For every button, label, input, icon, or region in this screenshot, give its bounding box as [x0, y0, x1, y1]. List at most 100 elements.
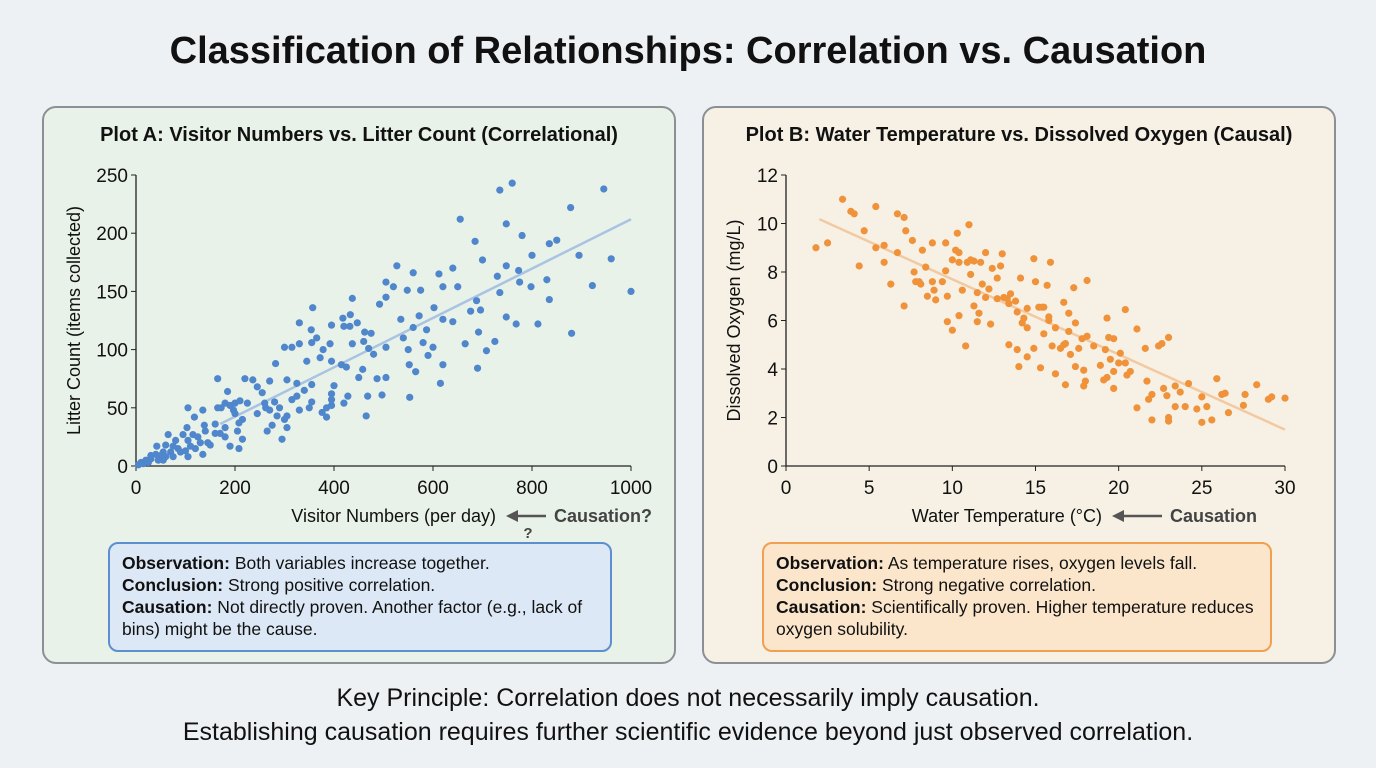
data-point — [965, 221, 973, 229]
data-point — [962, 342, 970, 350]
data-point — [1051, 370, 1060, 378]
data-point — [1110, 384, 1118, 392]
data-point — [900, 302, 908, 310]
data-point — [1013, 308, 1021, 316]
data-point — [1224, 409, 1233, 417]
observation-text: Both variables increase together. — [229, 553, 490, 573]
data-point — [953, 229, 961, 237]
data-point — [1133, 325, 1141, 333]
data-point — [211, 420, 219, 428]
data-point — [1016, 274, 1025, 282]
conclusion-label: Conclusion: — [776, 575, 878, 595]
data-point — [1065, 309, 1073, 317]
data-point — [393, 262, 401, 270]
data-point — [942, 267, 950, 275]
data-point — [1164, 417, 1173, 425]
data-point — [184, 453, 192, 461]
page-title: Classification of Relationships: Correla… — [169, 30, 1207, 72]
data-point — [993, 295, 1001, 303]
data-point — [1198, 418, 1206, 426]
data-point — [515, 266, 523, 275]
data-point — [339, 314, 347, 322]
data-point — [575, 251, 583, 259]
data-point — [1184, 379, 1193, 388]
plot-b-title: Plot B: Water Temperature vs. Dissolved … — [745, 124, 1293, 146]
data-point — [982, 249, 990, 257]
question-mark: ? — [523, 525, 532, 538]
data-point — [327, 396, 336, 404]
data-point — [986, 320, 995, 328]
data-point — [908, 236, 917, 245]
plot-a-panel: Plot A: Visitor Numbers vs. Litter Count… — [42, 106, 676, 664]
data-point — [424, 351, 432, 360]
data-point — [1005, 341, 1013, 349]
data-point — [948, 326, 956, 334]
data-point — [307, 326, 315, 334]
data-point — [389, 283, 397, 291]
arrow-left-icon — [1112, 510, 1124, 522]
data-point — [258, 389, 266, 397]
y-tick-label: 8 — [767, 263, 778, 284]
data-point — [238, 435, 247, 443]
x-tick-label: 5 — [864, 478, 875, 499]
data-point — [326, 340, 334, 348]
data-point — [382, 278, 390, 286]
data-point — [211, 429, 219, 438]
data-point — [223, 387, 232, 396]
data-point — [154, 456, 162, 464]
plot-b-panel: Plot B: Water Temperature vs. Dissolved … — [702, 106, 1336, 664]
data-point — [1101, 346, 1109, 354]
data-point — [496, 288, 504, 297]
data-point — [1015, 362, 1023, 371]
data-point — [1023, 304, 1031, 312]
data-point — [1020, 314, 1028, 322]
data-point — [512, 320, 520, 328]
data-point — [360, 337, 368, 346]
data-point — [273, 412, 281, 420]
data-point — [417, 286, 425, 294]
data-point — [918, 246, 926, 254]
y-axis-label: Litter Count (items collected) — [64, 206, 84, 435]
data-point — [476, 306, 485, 314]
data-point — [1048, 342, 1056, 350]
data-point — [1071, 362, 1080, 371]
data-point — [1040, 303, 1048, 311]
data-point — [838, 195, 847, 203]
data-point — [1046, 258, 1055, 266]
data-point — [930, 286, 938, 294]
data-point — [456, 215, 464, 223]
data-point — [200, 421, 208, 429]
causation-annotation: Causation? — [554, 506, 652, 526]
data-point — [295, 340, 303, 348]
data-point — [327, 321, 336, 329]
y-tick-label: 6 — [767, 312, 778, 333]
x-tick-label: 0 — [131, 478, 142, 499]
data-point — [1071, 319, 1080, 327]
data-point — [249, 376, 257, 384]
data-point — [970, 257, 978, 265]
data-point — [1253, 381, 1261, 389]
data-point — [1006, 290, 1015, 298]
data-point — [1080, 366, 1088, 374]
data-point — [397, 315, 405, 323]
y-tick-label: 150 — [96, 282, 128, 303]
data-point — [471, 237, 479, 245]
y-tick-label: 200 — [96, 224, 128, 245]
data-point — [308, 339, 316, 347]
data-point — [880, 241, 888, 249]
x-tick-label: 10 — [942, 478, 963, 499]
data-point — [293, 379, 301, 387]
data-point — [378, 391, 386, 399]
data-point — [191, 444, 199, 453]
data-point — [1171, 382, 1179, 390]
data-point — [887, 280, 895, 288]
data-point — [340, 322, 348, 330]
data-point — [330, 382, 338, 390]
data-point — [1103, 373, 1111, 382]
data-point — [1110, 367, 1118, 376]
data-point — [359, 365, 367, 373]
data-point — [900, 213, 908, 222]
data-point — [1060, 298, 1068, 306]
data-point — [1023, 324, 1031, 332]
data-point — [1171, 402, 1179, 411]
